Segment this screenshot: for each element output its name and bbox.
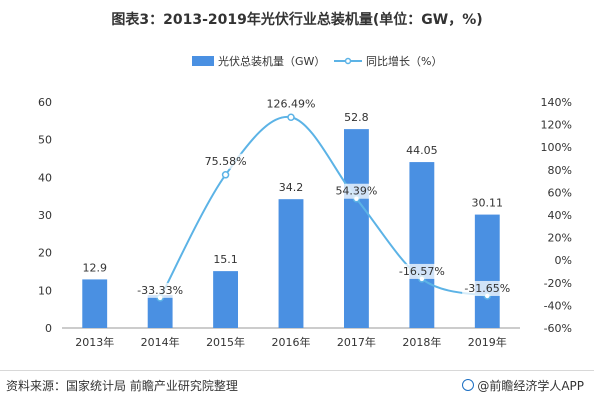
y-right-tick-label: 80% xyxy=(548,164,572,177)
bar xyxy=(409,162,435,328)
y-right-tick-label: 100% xyxy=(541,141,572,154)
brand-logo-icon xyxy=(462,379,475,391)
line-label-bg xyxy=(265,96,317,112)
bar xyxy=(278,199,304,328)
y-right-tick-label: 60% xyxy=(548,186,572,199)
y-right-tick-label: -60% xyxy=(544,322,572,335)
line-value-label: 75.58% xyxy=(205,155,247,168)
line-value-label: 54.39% xyxy=(335,185,377,198)
brand-credit: @前瞻经济学人APP xyxy=(462,377,584,394)
bar xyxy=(213,271,239,328)
line-label-bg xyxy=(462,280,513,296)
line-label-bg xyxy=(203,153,248,169)
x-tick-label: 2018年 xyxy=(402,335,441,349)
line-label-bg xyxy=(396,263,447,279)
y-left-tick-label: 30 xyxy=(38,209,52,222)
line-value-label: -31.65% xyxy=(464,282,510,295)
legend-label-bar: 光伏总装机量（GW） xyxy=(218,54,325,68)
y-left-tick-label: 20 xyxy=(38,247,52,260)
bar xyxy=(82,279,108,328)
line-value-label: -33.33% xyxy=(137,284,183,297)
x-tick-label: 2016年 xyxy=(272,335,311,349)
brand-text: @前瞻经济学人APP xyxy=(477,379,584,393)
y-left-tick-label: 50 xyxy=(38,134,52,147)
x-tick-label: 2015年 xyxy=(206,335,245,349)
y-right-tick-label: -20% xyxy=(544,277,572,290)
bar-value-label: 52.8 xyxy=(344,111,369,124)
y-right-tick-label: 140% xyxy=(541,96,572,109)
line-value-label: 126.49% xyxy=(267,97,316,110)
legend: 光伏总装机量（GW） 同比增长（%） xyxy=(192,54,442,68)
line-label-bg xyxy=(334,183,379,199)
y-right-tick-label: 120% xyxy=(541,119,572,132)
legend-label-line: 同比增长（%） xyxy=(366,54,442,68)
line-marker xyxy=(287,113,295,122)
y-left-tick-label: 60 xyxy=(38,96,52,109)
y-right-tick-label: 0% xyxy=(555,254,572,267)
chart-title: 图表3：2013-2019年光伏行业总装机量(单位：GW，%) xyxy=(111,12,483,28)
y-right-tick-label: -40% xyxy=(544,299,572,312)
line-marker xyxy=(221,171,230,179)
x-tick-label: 2014年 xyxy=(141,335,180,349)
bar-value-label: 12.9 xyxy=(82,261,107,274)
bar xyxy=(474,214,500,328)
legend-swatch-marker xyxy=(344,57,352,65)
bar-value-label: 44.05 xyxy=(406,144,438,157)
y-left-tick-label: 10 xyxy=(38,284,52,297)
x-tick-label: 2019年 xyxy=(468,335,507,349)
bar-value-label: 30.11 xyxy=(472,197,504,210)
bar-value-label: 15.1 xyxy=(213,253,238,266)
footer-divider xyxy=(0,370,594,371)
line-label-bg xyxy=(135,282,186,298)
bar-value-label: 34.2 xyxy=(279,181,304,194)
y-right-tick-label: 40% xyxy=(548,209,572,222)
x-tick-label: 2017年 xyxy=(337,335,376,349)
source-note: 资料来源：国家统计局 前瞻产业研究院整理 xyxy=(6,379,238,393)
bar xyxy=(343,129,369,328)
legend-swatch-bar xyxy=(192,56,214,66)
line-value-label: -16.57% xyxy=(399,265,445,278)
y-left-tick-label: 40 xyxy=(38,171,52,184)
y-left-tick-label: 0 xyxy=(45,322,52,335)
y-right-tick-label: 20% xyxy=(548,232,572,245)
x-tick-label: 2013年 xyxy=(75,335,114,349)
